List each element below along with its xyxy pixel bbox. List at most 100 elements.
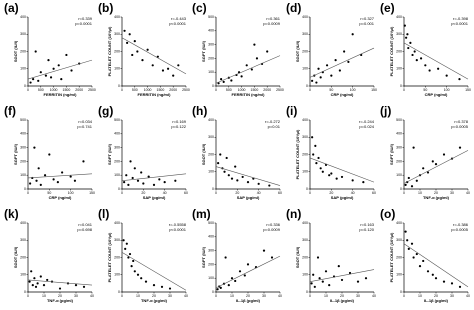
y-tick-label: 100 xyxy=(208,170,214,174)
p-annotation: p=0.741 xyxy=(77,124,92,129)
data-point xyxy=(49,76,53,79)
panel-label: (l) xyxy=(98,207,109,221)
data-point xyxy=(364,277,368,280)
x-tick-label: 20 xyxy=(235,191,239,195)
data-point xyxy=(147,175,150,178)
data-point xyxy=(230,79,233,82)
x-tick-label: 150 xyxy=(371,88,377,92)
p-annotation: p<0.0001 xyxy=(451,21,469,26)
y-tick-label: 500 xyxy=(396,118,402,122)
x-axis-label: SAP (pg/ml) xyxy=(237,195,260,200)
data-point xyxy=(70,69,73,72)
y-tick-label: 200 xyxy=(302,49,308,53)
data-point xyxy=(52,178,55,181)
data-point xyxy=(28,280,31,283)
data-point xyxy=(29,81,32,84)
data-point xyxy=(351,179,354,182)
x-tick-label: 0 xyxy=(215,191,217,195)
panel-label: (a) xyxy=(4,1,19,15)
data-point xyxy=(434,277,438,280)
data-point xyxy=(245,64,248,67)
y-tick-label: 400 xyxy=(114,15,120,19)
x-tick-label: 1000 xyxy=(50,88,58,92)
panel-label: (f) xyxy=(4,104,16,118)
data-point xyxy=(268,184,271,187)
panel-label: (h) xyxy=(192,104,207,118)
data-point xyxy=(220,78,223,81)
y-tick-label: 0 xyxy=(306,84,308,88)
data-point xyxy=(348,271,352,275)
x-tick-label: 20 xyxy=(141,191,145,195)
data-point xyxy=(310,282,313,285)
y-tick-label: 0 xyxy=(306,187,308,191)
x-tick-label: 500 xyxy=(132,88,138,92)
data-point xyxy=(362,181,365,184)
data-point xyxy=(42,284,46,287)
x-axis-label: TNF-α (pg/ml) xyxy=(47,298,74,303)
x-tick-label: 0 xyxy=(309,191,311,195)
p-annotation: p=0.0009 xyxy=(263,227,281,232)
data-point xyxy=(65,53,68,57)
p-annotation: p=0.01 xyxy=(268,124,281,129)
data-point xyxy=(404,183,407,186)
p-annotation: p=0.698 xyxy=(77,227,92,232)
data-point xyxy=(168,287,172,290)
data-point xyxy=(31,284,34,287)
x-tick-label: 2500 xyxy=(88,88,96,92)
trend-line xyxy=(215,55,281,84)
y-tick-label: 0 xyxy=(212,290,214,294)
y-axis-label: PLATELET COUNT (10³/µl) xyxy=(107,26,112,76)
x-tick-label: 60 xyxy=(372,191,376,195)
y-axis-label: PLATELET COUNT (10³/µl) xyxy=(295,129,300,179)
y-tick-label: 500 xyxy=(114,118,120,122)
y-tick-label: 300 xyxy=(114,146,120,150)
y-tick-label: 200 xyxy=(20,49,26,53)
y-axis-label: SGOT (IU/l) xyxy=(13,246,18,268)
data-point xyxy=(130,265,133,268)
x-tick-label: 10 xyxy=(418,191,422,195)
x-tick-label: 50 xyxy=(329,88,333,92)
data-point xyxy=(270,256,274,259)
data-point xyxy=(48,153,51,156)
y-axis-label: PLATELET COUNT (10³/µl) xyxy=(389,26,394,76)
x-tick-label: 20 xyxy=(58,294,62,298)
y-tick-label: 100 xyxy=(114,173,120,177)
y-tick-label: 100 xyxy=(208,70,214,74)
x-tick-label: 40 xyxy=(184,294,188,298)
y-tick-label: 500 xyxy=(208,221,214,225)
data-point xyxy=(311,136,314,139)
data-point xyxy=(58,287,62,290)
trend-line xyxy=(403,150,469,184)
x-tick-label: 20 xyxy=(434,294,438,298)
trend-line xyxy=(121,173,187,182)
data-point xyxy=(255,57,259,60)
x-tick-label: 20 xyxy=(152,294,156,298)
y-tick-label: 0 xyxy=(118,84,120,88)
y-tick-label: 0 xyxy=(24,84,26,88)
panel-label: (n) xyxy=(286,207,301,221)
data-point xyxy=(321,280,324,283)
data-point xyxy=(312,273,315,276)
data-point xyxy=(33,277,36,280)
x-tick-label: 100 xyxy=(68,191,74,195)
data-point xyxy=(151,64,154,67)
data-point xyxy=(340,175,344,179)
data-point xyxy=(123,29,126,32)
y-axis-label: SGOT (IU/l) xyxy=(13,40,18,62)
p-annotation: p=0.122 xyxy=(171,124,186,129)
y-tick-label: 0 xyxy=(24,187,26,191)
y-tick-label: 100 xyxy=(20,173,26,177)
data-point xyxy=(32,78,35,81)
x-tick-label: 40 xyxy=(163,191,167,195)
data-point xyxy=(246,181,250,184)
data-point xyxy=(44,74,48,77)
data-point xyxy=(356,280,360,283)
y-tick-label: 100 xyxy=(114,273,120,277)
y-tick-label: 200 xyxy=(208,262,214,266)
data-point xyxy=(311,79,314,82)
data-point xyxy=(422,167,425,170)
x-axis-label: CRP (ng/ml) xyxy=(331,92,354,97)
data-point xyxy=(403,24,406,27)
y-tick-label: 100 xyxy=(114,67,120,71)
trend-line xyxy=(215,255,281,289)
